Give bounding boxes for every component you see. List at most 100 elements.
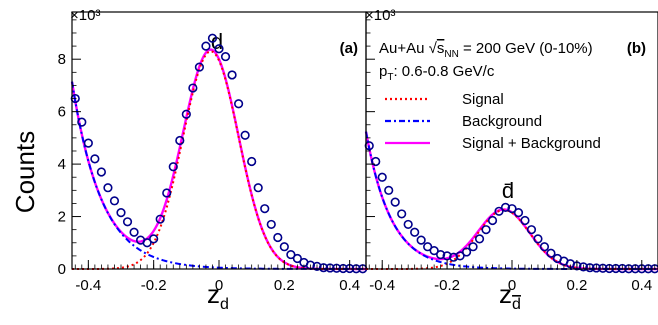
panel-b-tag: (b) — [627, 40, 646, 57]
signal-plus-background-curve — [70, 48, 366, 271]
sqrt-symbol: √ — [429, 40, 438, 57]
data-point — [526, 225, 537, 235]
data-point — [513, 208, 524, 218]
legend-pt: pT: 0.6-0.8 GeV/c — [379, 63, 495, 83]
data-point — [325, 263, 335, 273]
data-point — [96, 167, 106, 177]
x-tick-label: 0 — [508, 277, 516, 294]
panel-b-x-axis-title: zd — [499, 279, 521, 313]
data-point — [442, 251, 452, 261]
x-tick-label: -0.4 — [75, 277, 101, 294]
data-point — [468, 242, 478, 252]
data-point — [214, 44, 224, 54]
data-point — [436, 249, 446, 260]
data-point — [116, 208, 126, 218]
panel-a-tag: (a) — [340, 40, 358, 57]
legend: Au+Au √sNN = 200 GeV (0-10%) pT: 0.6-0.8… — [379, 40, 601, 152]
legend-signal-label: Signal — [462, 91, 504, 108]
data-point — [416, 235, 426, 245]
data-point — [546, 248, 556, 258]
signal-curve — [72, 50, 366, 270]
data-point — [188, 83, 198, 93]
data-point — [539, 242, 550, 252]
data-point — [90, 154, 100, 164]
data-point — [194, 62, 204, 72]
data-point — [500, 202, 511, 212]
data-point — [520, 215, 530, 226]
data-point — [83, 138, 93, 148]
legend-sum-label: Signal + Background — [462, 135, 601, 152]
y-axis-title: Counts — [10, 131, 40, 213]
data-point — [149, 234, 159, 244]
data-point — [403, 219, 413, 230]
data-point — [487, 215, 498, 226]
data-point — [474, 234, 485, 244]
y-tick-label: 0 — [58, 261, 66, 278]
data-point — [585, 263, 595, 273]
data-point — [247, 156, 257, 167]
panel-b-particle-label: d̄ — [502, 178, 514, 203]
x-tick-label: -0.4 — [369, 277, 395, 294]
panel-b-yscale: ×10³ — [365, 7, 395, 24]
data-point — [201, 41, 211, 51]
data-point — [598, 263, 608, 273]
data-point — [279, 242, 289, 252]
data-point — [227, 70, 237, 80]
data-point — [103, 183, 113, 193]
data-point — [390, 197, 400, 207]
data-point — [162, 188, 172, 198]
data-point — [384, 185, 394, 195]
data-point — [397, 209, 407, 219]
data-point — [155, 214, 165, 224]
data-point — [578, 262, 588, 272]
data-point — [455, 251, 465, 261]
data-point — [181, 109, 191, 119]
y-tick-label: 8 — [58, 51, 66, 68]
data-point — [207, 33, 218, 43]
data-point — [429, 246, 439, 256]
panel-a-x-axis-title: zd — [207, 279, 229, 313]
data-point — [109, 196, 120, 206]
background-curve — [365, 131, 658, 270]
x-tick-label: 0.2 — [566, 277, 587, 294]
data-point — [129, 227, 139, 237]
data-point — [371, 156, 381, 167]
panel-b: ×10³ (b) d̄ Au+Au √sNN = 200 GeV (0-10%)… — [364, 7, 658, 313]
data-point — [175, 135, 185, 146]
legend-system: Au+Au √sNN = 200 GeV (0-10%) — [379, 40, 593, 60]
data-point — [332, 263, 342, 273]
data-point — [377, 172, 387, 182]
data-point — [142, 238, 152, 248]
data-point — [240, 130, 250, 140]
data-point — [77, 117, 87, 127]
data-point — [253, 183, 263, 193]
data-point — [410, 227, 420, 237]
background-curve — [71, 81, 366, 270]
data-point — [122, 217, 133, 227]
x-tick-label: 0.4 — [631, 277, 652, 294]
data-point — [533, 234, 543, 244]
data-point — [273, 232, 283, 243]
data-point — [461, 247, 472, 257]
data-point — [318, 263, 329, 273]
data-point — [234, 99, 244, 109]
data-point — [260, 204, 270, 214]
x-tick-label: -0.2 — [141, 277, 167, 294]
panel-a-yscale: ×10³ — [70, 7, 100, 24]
data-point — [220, 51, 231, 62]
data-point — [481, 225, 491, 235]
data-point — [507, 204, 517, 214]
y-tick-label: 4 — [58, 156, 66, 173]
data-point — [292, 253, 303, 264]
data-point — [423, 242, 433, 252]
data-point — [286, 249, 296, 260]
x-tick-label: -0.2 — [434, 277, 460, 294]
x-tick-label: 0.2 — [274, 277, 295, 294]
y-tick-label: 2 — [58, 209, 66, 226]
x-tick-label: 0.4 — [339, 277, 360, 294]
y-tick-label: 6 — [58, 104, 66, 121]
data-point — [168, 162, 178, 172]
data-point — [449, 252, 459, 262]
